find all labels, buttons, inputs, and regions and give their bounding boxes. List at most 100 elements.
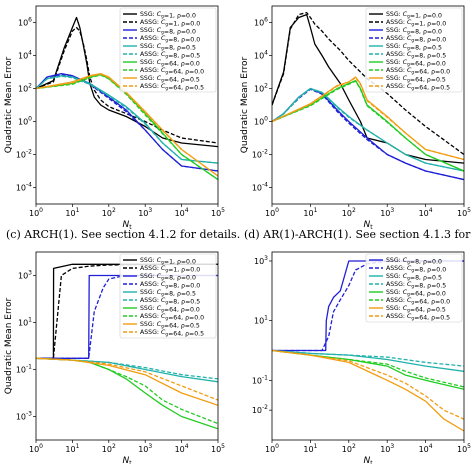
series-group bbox=[272, 11, 464, 181]
x-axis-label: Nt bbox=[363, 456, 373, 464]
x-tick-label: 101 bbox=[303, 443, 317, 454]
x-tick-label: 102 bbox=[342, 207, 356, 218]
legend-label: ASSG: Cg=64, ρ=0.0 bbox=[386, 297, 450, 306]
legend-box bbox=[119, 7, 217, 93]
legend-label: SSG: Cg=64, ρ=0.0 bbox=[386, 289, 446, 298]
y-tick-label: 10-1 bbox=[16, 364, 32, 375]
series-line-6 bbox=[272, 88, 464, 172]
legend-label: SSG: Cg=1, ρ=0.0 bbox=[140, 257, 196, 266]
x-tick-label: 103 bbox=[138, 443, 152, 454]
legend-label: ASSG: Cg=8, ρ=0.0 bbox=[386, 265, 446, 274]
series-line-2 bbox=[36, 26, 218, 144]
y-axis-label: Quadratic Mean Error bbox=[4, 298, 14, 395]
x-tick-label: 101 bbox=[303, 207, 317, 218]
x-tick-label: 100 bbox=[29, 443, 43, 454]
y-tick-label: 100 bbox=[254, 116, 268, 127]
legend-label: ASSG: Cg=1, ρ=0.0 bbox=[140, 19, 200, 28]
legend-label: ASSG: Cg=8, ρ=0.0 bbox=[140, 35, 200, 44]
legend-label: ASSG: Cg=8, ρ=0.5 bbox=[386, 51, 446, 60]
legend-label: ASSG: Cg=8, ρ=0.0 bbox=[140, 281, 200, 290]
series-line-2 bbox=[272, 260, 464, 352]
x-tick-label: 102 bbox=[102, 443, 116, 454]
x-tick-label: 104 bbox=[175, 443, 189, 454]
y-tick-label: 10-2 bbox=[16, 149, 32, 160]
legend-label: SSG: Cg=8, ρ=0.0 bbox=[386, 257, 442, 266]
x-tick-label: 102 bbox=[342, 443, 356, 454]
series-group bbox=[36, 263, 218, 430]
legend-label: SSG: Cg=1, ρ=0.0 bbox=[386, 11, 442, 20]
x-tick-label: 102 bbox=[102, 207, 116, 218]
y-tick-label: 10-1 bbox=[252, 374, 268, 385]
x-tick-label: 100 bbox=[29, 207, 43, 218]
series-line-7 bbox=[272, 79, 464, 172]
legend-label: SSG: Cg=64, ρ=0.5 bbox=[386, 305, 446, 314]
axes-frame bbox=[271, 251, 465, 441]
y-tick-label: 103 bbox=[254, 255, 268, 266]
series-line-8 bbox=[36, 74, 218, 181]
x-tick-label: 101 bbox=[65, 443, 79, 454]
legend-label: ASSG: Cg=8, ρ=0.5 bbox=[140, 51, 200, 60]
legend-label: SSG: Cg=8, ρ=0.5 bbox=[386, 273, 442, 282]
axes-frame bbox=[35, 251, 219, 441]
legend-label: ASSG: Cg=1, ρ=0.0 bbox=[386, 19, 446, 28]
series-group bbox=[272, 260, 464, 432]
legend-box bbox=[119, 253, 217, 339]
x-tick-label: 104 bbox=[419, 207, 433, 218]
x-axis-label: Nt bbox=[363, 220, 373, 231]
x-tick-label: 104 bbox=[419, 443, 433, 454]
caption-c: (c) ARCH(1). See section 4.1.2 for detai… bbox=[6, 228, 240, 241]
legend-label: SSG: Cg=64, ρ=0.0 bbox=[140, 305, 200, 314]
x-axis-label: Nt bbox=[122, 456, 132, 464]
legend-label: SSG: Cg=8, ρ=0.5 bbox=[140, 43, 196, 52]
series-line-10 bbox=[272, 77, 464, 161]
legend-label: SSG: Cg=8, ρ=0.0 bbox=[386, 27, 442, 36]
x-tick-label: 100 bbox=[265, 207, 279, 218]
y-tick-label: 104 bbox=[254, 50, 268, 61]
legend-label: SSG: Cg=8, ρ=0.0 bbox=[140, 273, 196, 282]
series-line-4 bbox=[272, 88, 464, 181]
x-tick-label: 100 bbox=[265, 443, 279, 454]
series-line-10 bbox=[36, 357, 218, 401]
legend-label: ASSG: Cg=64, ρ=0.0 bbox=[140, 313, 204, 322]
legend-label: SSG: Cg=64, ρ=0.0 bbox=[386, 59, 446, 68]
chart-top-left: 100 101 102 103 104 105 10-4 10-2 100 102 104 106 Nt… bbox=[4, 5, 225, 231]
y-tick-label: 100 bbox=[18, 116, 32, 127]
series-line-3 bbox=[36, 72, 218, 172]
caption-d: (d) AR(1)-ARCH(1). See section 4.1.3 for… bbox=[244, 228, 474, 241]
x-tick-label: 103 bbox=[380, 207, 394, 218]
legend-label: ASSG: Cg=64, ρ=0.5 bbox=[386, 313, 450, 322]
y-tick-label: 106 bbox=[18, 17, 32, 28]
x-tick-label: 105 bbox=[457, 443, 471, 454]
series-line-4 bbox=[272, 349, 464, 367]
legend-box bbox=[365, 253, 463, 323]
y-tick-label: 101 bbox=[254, 315, 268, 326]
series-line-8 bbox=[272, 80, 464, 172]
legend-label: SSG: Cg=8, ρ=0.5 bbox=[140, 289, 196, 298]
series-line-10 bbox=[36, 73, 218, 177]
y-tick-label: 10-4 bbox=[16, 182, 32, 193]
legend-label: ASSG: Cg=8, ρ=0.5 bbox=[386, 281, 446, 290]
x-tick-label: 103 bbox=[138, 207, 152, 218]
y-tick-label: 10-3 bbox=[16, 411, 32, 422]
y-tick-label: 103 bbox=[18, 270, 32, 281]
y-tick-label: 10-2 bbox=[252, 404, 268, 415]
chart-bottom-left: 100 101 102 103 104 105 10-3 10-1 101 103 Nt Quadra… bbox=[4, 251, 225, 464]
series-line-4 bbox=[36, 274, 218, 359]
axes-frame bbox=[271, 5, 465, 205]
y-tick-label: 102 bbox=[254, 83, 268, 94]
legend-label: SSG: Cg=64, ρ=0.5 bbox=[140, 321, 200, 330]
y-axis-label: Quadratic Mean Error bbox=[240, 57, 250, 154]
series-group bbox=[36, 16, 218, 181]
x-tick-label: 105 bbox=[211, 443, 225, 454]
y-tick-label: 10-2 bbox=[252, 149, 268, 160]
legend-label: SSG: Cg=64, ρ=0.5 bbox=[140, 75, 200, 84]
legend-label: SSG: Cg=1, ρ=0.0 bbox=[140, 11, 196, 20]
legend-box bbox=[365, 7, 463, 93]
y-tick-label: 104 bbox=[18, 50, 32, 61]
series-line-2 bbox=[272, 11, 464, 156]
